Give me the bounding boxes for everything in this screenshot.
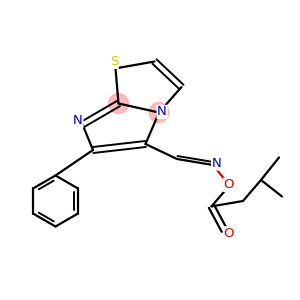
- Text: S: S: [110, 55, 118, 68]
- Text: O: O: [224, 227, 234, 240]
- Text: N: N: [73, 114, 83, 128]
- Circle shape: [149, 103, 169, 122]
- Circle shape: [109, 94, 128, 113]
- Text: N: N: [157, 105, 167, 119]
- Text: N: N: [212, 157, 221, 170]
- Text: O: O: [224, 178, 234, 191]
